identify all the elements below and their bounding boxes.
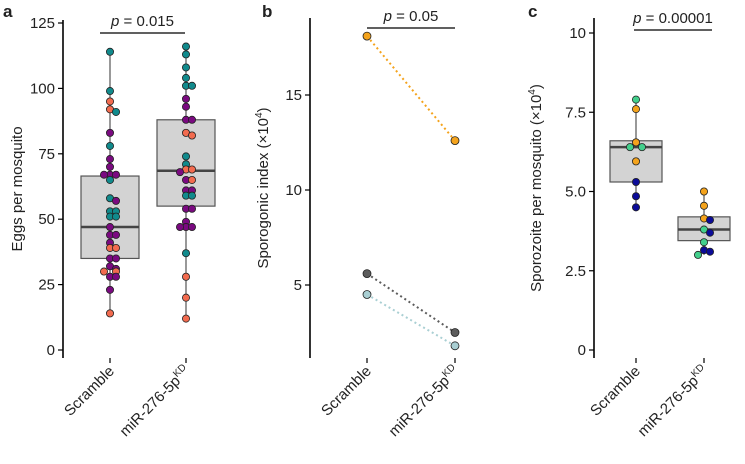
data-point — [175, 223, 184, 232]
data-point — [106, 175, 115, 184]
y-tick-label: 5 — [294, 277, 302, 294]
data-point — [450, 341, 460, 351]
x-tick-label: Scramble — [587, 363, 644, 420]
data-point — [181, 63, 190, 72]
data-point — [632, 138, 641, 147]
data-point — [100, 267, 109, 276]
x-tick-label: Scramble — [61, 363, 118, 420]
y-tick-label: 10 — [569, 25, 586, 42]
data-point — [694, 250, 703, 259]
data-point — [106, 285, 115, 294]
data-point — [632, 203, 641, 212]
data-point — [112, 272, 121, 281]
data-point — [106, 223, 115, 232]
data-point — [106, 141, 115, 150]
data-point — [632, 95, 641, 104]
data-point — [181, 272, 190, 281]
data-point — [181, 249, 190, 258]
data-point — [700, 238, 709, 247]
data-point — [112, 107, 121, 116]
data-point — [112, 212, 121, 221]
data-point — [112, 230, 121, 239]
data-point — [632, 157, 641, 166]
data-point — [181, 102, 190, 111]
data-point — [106, 47, 115, 56]
p-value-label: p = 0.05 — [383, 8, 439, 25]
data-point — [706, 216, 715, 225]
data-point — [187, 191, 196, 200]
y-axis-label: Sporogonic index (×104) — [254, 107, 272, 268]
x-tick-label: Scramble — [318, 363, 375, 420]
p-value-label: p = 0.015 — [110, 13, 174, 30]
p-value-label: p = 0.00001 — [632, 10, 713, 27]
panel-a: a 0 25 50 75 100 125 Eggs per mosquito Scramblem… — [3, 2, 216, 440]
y-tick-label: 5.0 — [565, 184, 586, 201]
data-point — [450, 136, 460, 146]
y-tick-label: 0 — [47, 342, 55, 359]
data-point — [187, 81, 196, 90]
y-tick-label: 10 — [285, 182, 302, 199]
data-point — [632, 192, 641, 201]
y-tick-label: 25 — [38, 277, 55, 294]
data-point — [181, 293, 190, 302]
data-point — [112, 254, 121, 263]
data-point — [362, 290, 372, 299]
data-point — [112, 196, 121, 205]
data-point — [181, 42, 190, 51]
panel-b: b 5 10 15 Sporogonic index (×104) Scramble miR… — [254, 2, 463, 440]
data-point — [106, 155, 115, 164]
data-point — [450, 328, 460, 337]
y-tick-label: 2.5 — [565, 263, 586, 280]
data-point — [106, 162, 115, 171]
data-point — [181, 73, 190, 82]
data-point — [181, 314, 190, 323]
data-point — [106, 87, 115, 96]
data-point — [187, 165, 196, 174]
data-point — [181, 94, 190, 103]
series-line — [366, 293, 456, 347]
y-tick-label: 100 — [30, 80, 55, 97]
y-axis-label: Eggs per mosquito — [9, 126, 26, 251]
y-tick-label: 0 — [578, 342, 586, 359]
data-point — [706, 247, 715, 256]
x-tick-label: miR-276-5pKD — [385, 362, 463, 440]
data-point — [700, 201, 709, 210]
x-tick-label: miR-276-5pKD — [116, 362, 194, 440]
data-point — [106, 309, 115, 318]
data-point — [187, 131, 196, 140]
data-point — [706, 228, 715, 237]
data-point — [187, 175, 196, 184]
y-tick-label: 50 — [38, 211, 55, 228]
data-point — [181, 152, 190, 161]
data-point — [175, 168, 184, 177]
data-point — [100, 170, 109, 179]
data-point — [638, 143, 647, 152]
y-tick-label: 75 — [38, 146, 55, 163]
y-tick-label: 125 — [30, 15, 55, 32]
data-point — [632, 177, 641, 186]
y-tick-label: 15 — [285, 87, 302, 104]
data-point — [112, 170, 121, 179]
series-line — [366, 35, 456, 142]
data-point — [106, 97, 115, 106]
data-point — [626, 143, 635, 152]
data-point — [700, 187, 709, 196]
data-point — [187, 204, 196, 213]
data-point — [632, 105, 641, 114]
data-point — [362, 31, 372, 41]
y-tick-label: 7.5 — [565, 104, 586, 121]
data-point — [112, 243, 121, 252]
y-axis-label: Sporozoite per mosquito (×104) — [527, 84, 545, 292]
data-point — [362, 269, 372, 279]
data-point — [106, 128, 115, 137]
data-point — [187, 115, 196, 124]
panel-c: c 0 2.5 5.0 7.5 10 Sporozoite per mosquito (×1… — [527, 2, 731, 440]
x-tick-label: miR-276-5pKD — [634, 362, 712, 440]
data-point — [187, 223, 196, 232]
panel-label: b — [262, 2, 272, 21]
panel-label: c — [528, 2, 537, 21]
data-point — [181, 50, 190, 59]
panel-label: a — [3, 2, 13, 21]
